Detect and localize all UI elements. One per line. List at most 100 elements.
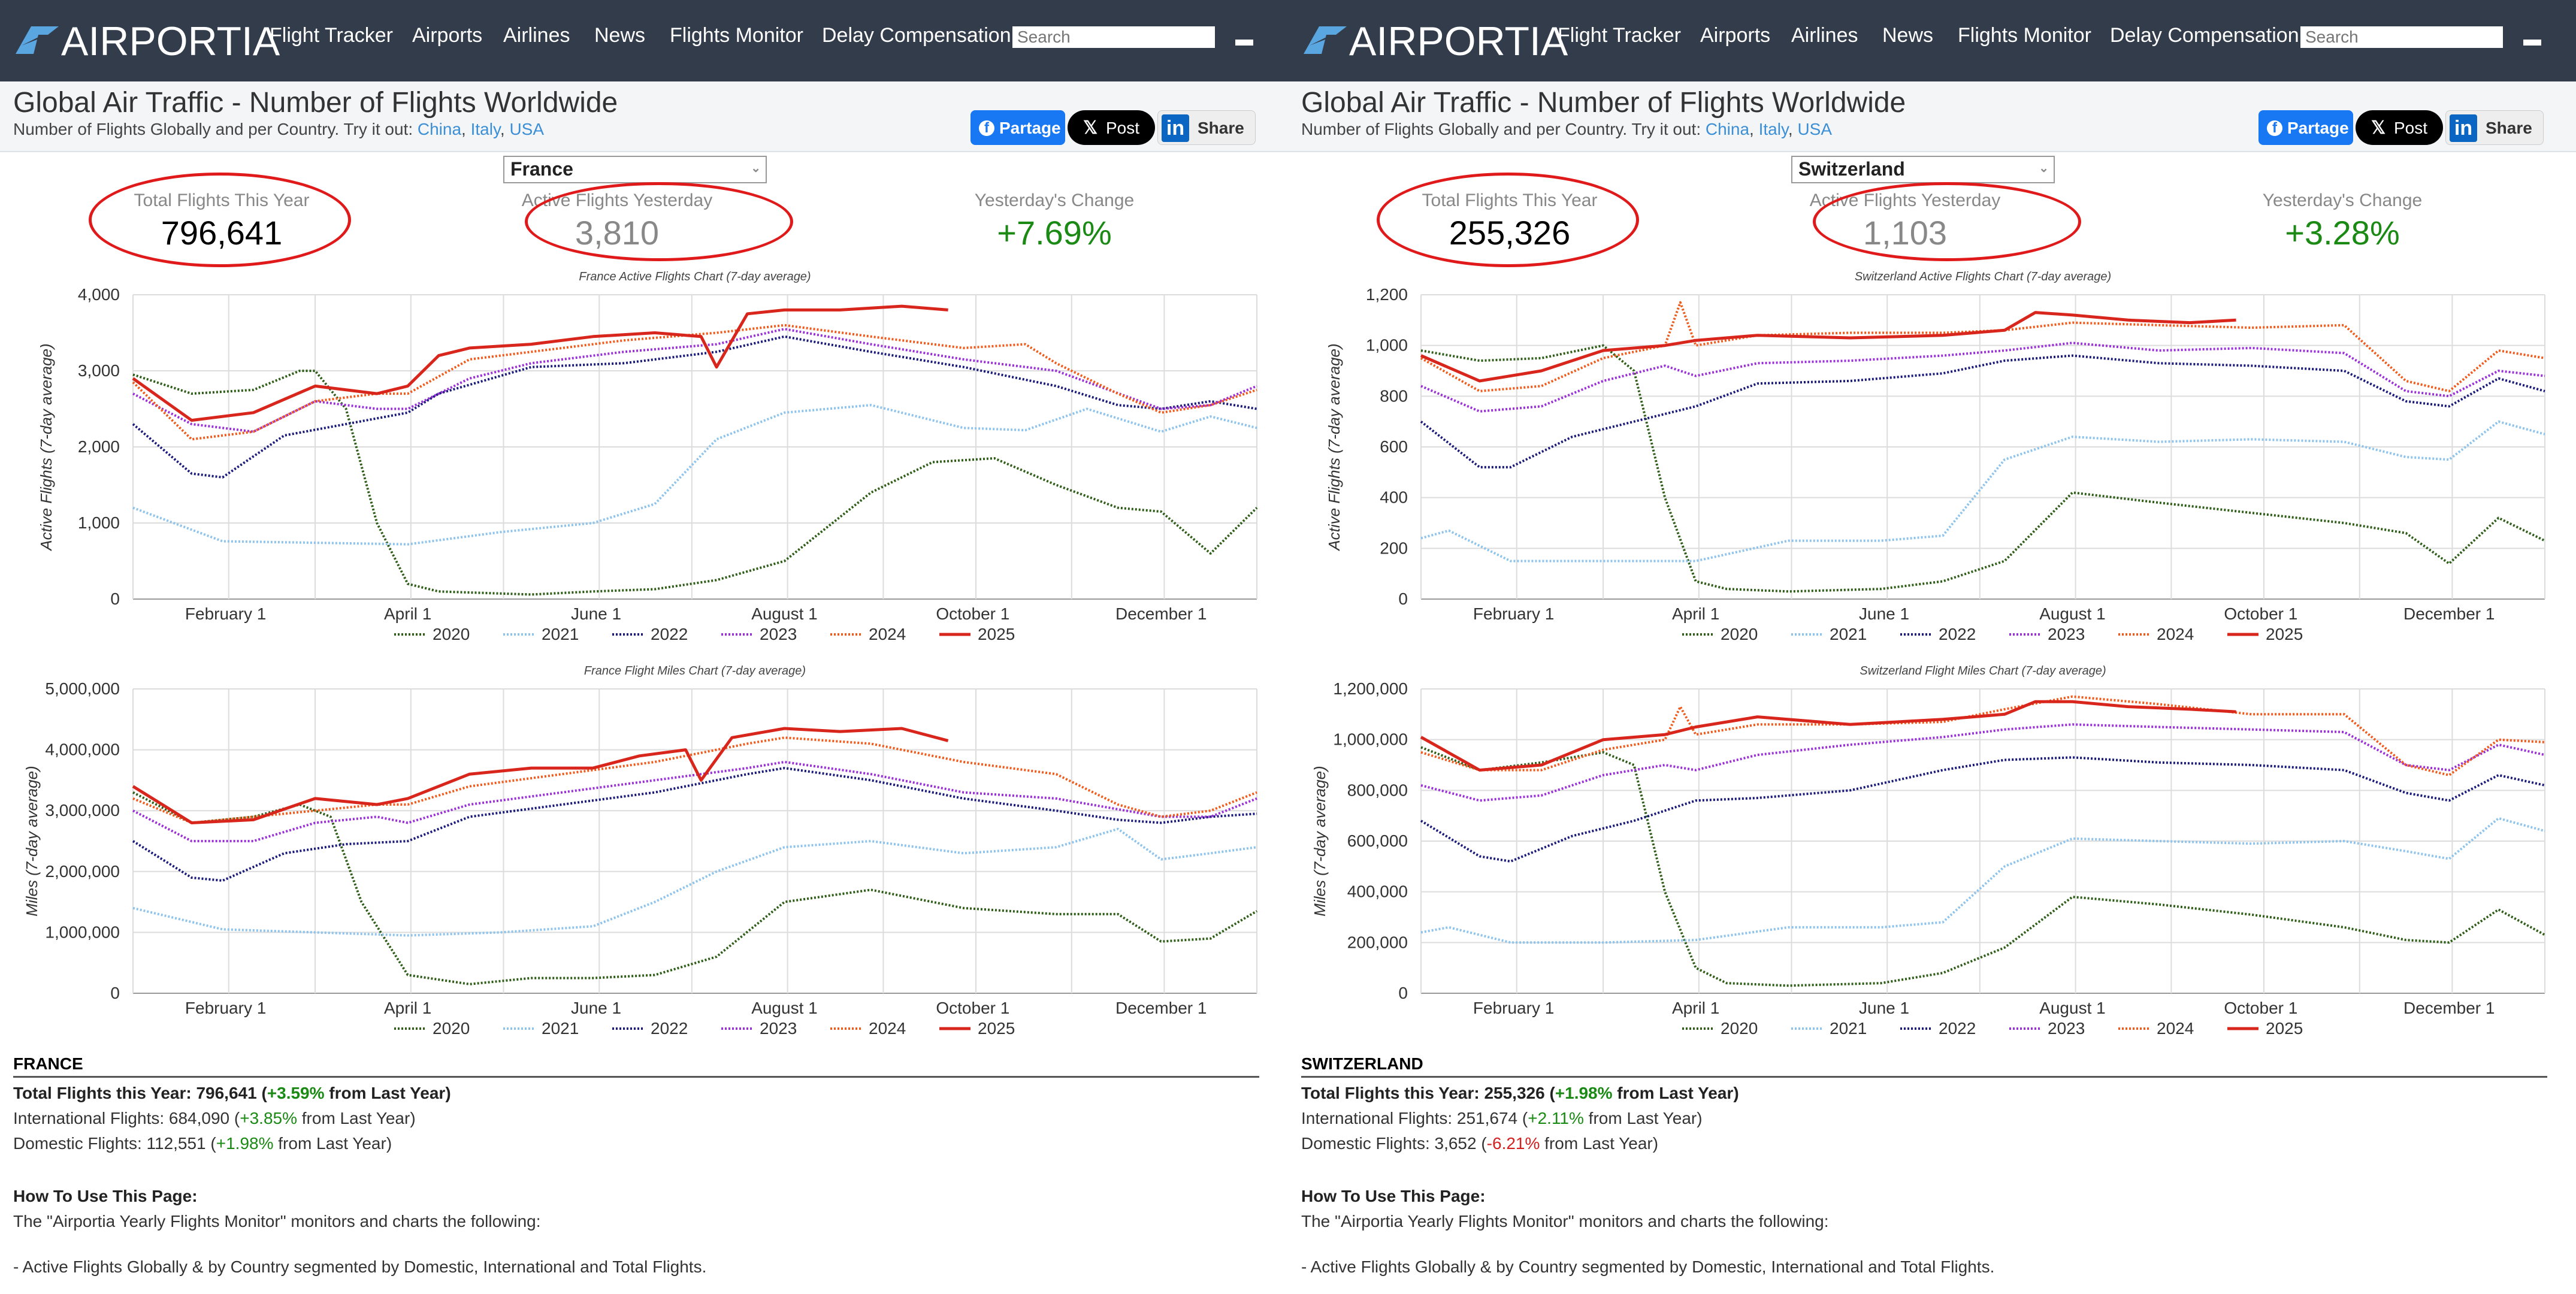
country-select-value: Switzerland xyxy=(1798,158,1905,180)
nav-airlines[interactable]: Airlines xyxy=(503,24,570,47)
nav-flights-monitor[interactable]: Flights Monitor xyxy=(1958,24,2091,47)
search-input[interactable] xyxy=(2300,26,2503,48)
chart-svg: Switzerland Active Flights Chart (7-day … xyxy=(1325,270,2545,643)
legend-label-2021[interactable]: 2021 xyxy=(542,1019,579,1038)
plane-logo-icon xyxy=(1304,26,1347,54)
title-bar: Global Air Traffic - Number of Flights W… xyxy=(1288,81,2576,152)
top-nav-bar: AIRPORTIA Flight Tracker Airports Airlin… xyxy=(1288,0,2576,81)
nav-delay-compensation[interactable]: Delay Compensation xyxy=(822,24,1011,47)
legend-label-2022[interactable]: 2022 xyxy=(1939,625,1976,643)
y-tick-label: 800,000 xyxy=(1347,781,1408,799)
x-tick-label: August 1 xyxy=(2039,999,2106,1017)
subtitle-text: Number of Flights Globally and per Count… xyxy=(13,120,413,138)
series-line-2024 xyxy=(1420,301,2545,392)
legend-label-2021[interactable]: 2021 xyxy=(1830,625,1867,643)
legend-label-2022[interactable]: 2022 xyxy=(1939,1019,1976,1038)
legend-label-2022[interactable]: 2022 xyxy=(651,625,688,643)
facebook-share-label: Partage xyxy=(2287,119,2349,137)
y-tick-label: 1,000 xyxy=(78,513,120,532)
legend-label-2024[interactable]: 2024 xyxy=(869,1019,906,1038)
country-summary: SWITZERLAND Total Flights this Year: 255… xyxy=(1301,1054,2547,1277)
search-button[interactable] xyxy=(2523,40,2541,46)
search-button[interactable] xyxy=(1235,40,1253,46)
legend-label-2020[interactable]: 2020 xyxy=(433,1019,470,1038)
x-post-button[interactable]: 𝕏 Post xyxy=(2356,110,2443,145)
legend-label-2023[interactable]: 2023 xyxy=(760,625,797,643)
country-heading: SWITZERLAND xyxy=(1301,1054,2547,1078)
nav-news[interactable]: News xyxy=(594,24,646,47)
facebook-share-button[interactable]: f Partage xyxy=(2258,110,2353,145)
legend-label-2025[interactable]: 2025 xyxy=(2266,625,2303,643)
search-input[interactable] xyxy=(1012,26,1215,48)
country-select[interactable]: France ⌄ xyxy=(503,156,767,183)
linkedin-share-button[interactable]: in Share xyxy=(2445,110,2544,145)
link-china[interactable]: China xyxy=(1705,120,1750,138)
legend-label-2021[interactable]: 2021 xyxy=(1830,1019,1867,1038)
link-italy[interactable]: Italy xyxy=(1758,120,1788,138)
series-line-2022 xyxy=(1420,354,2545,468)
legend-label-2020[interactable]: 2020 xyxy=(1721,625,1758,643)
legend-label-2023[interactable]: 2023 xyxy=(2048,625,2085,643)
x-tick-label: August 1 xyxy=(2039,604,2106,623)
domestic-flights-line: Domestic Flights: 3,652 (-6.21% from Las… xyxy=(1301,1134,1659,1153)
legend-label-2025[interactable]: 2025 xyxy=(2266,1019,2303,1038)
legend-label-2025[interactable]: 2025 xyxy=(978,625,1015,643)
legend-label-2024[interactable]: 2024 xyxy=(2157,625,2194,643)
chart-svg: France Active Flights Chart (7-day avera… xyxy=(37,270,1258,643)
legend-label-2024[interactable]: 2024 xyxy=(2157,1019,2194,1038)
nav-flight-tracker[interactable]: Flight Tracker xyxy=(270,24,393,47)
nav-flights-monitor[interactable]: Flights Monitor xyxy=(670,24,803,47)
series-line-2024 xyxy=(1420,695,2545,776)
x-tick-label: June 1 xyxy=(1859,604,1909,623)
y-tick-label: 0 xyxy=(110,589,120,608)
legend-label-2023[interactable]: 2023 xyxy=(2048,1019,2085,1038)
pane-france: AIRPORTIA Flight Tracker Airports Airlin… xyxy=(0,0,1288,1276)
link-usa[interactable]: USA xyxy=(509,120,545,138)
page-title: Global Air Traffic - Number of Flights W… xyxy=(13,87,618,119)
nav-airports[interactable]: Airports xyxy=(1700,24,1771,47)
linkedin-share-button[interactable]: in Share xyxy=(1157,110,1256,145)
legend-label-2025[interactable]: 2025 xyxy=(978,1019,1015,1038)
link-usa[interactable]: USA xyxy=(1797,120,1833,138)
x-tick-label: April 1 xyxy=(1672,604,1719,623)
y-tick-label: 0 xyxy=(1398,589,1408,608)
legend-label-2020[interactable]: 2020 xyxy=(1721,1019,1758,1038)
x-tick-label: April 1 xyxy=(384,604,431,623)
domestic-flights-line: Domestic Flights: 112,551 (+1.98% from L… xyxy=(13,1134,392,1153)
logo-text: AIRPORTIA xyxy=(61,19,280,64)
legend-label-2022[interactable]: 2022 xyxy=(651,1019,688,1038)
nav-flight-tracker[interactable]: Flight Tracker xyxy=(1558,24,1681,47)
country-select-value: France xyxy=(510,158,573,180)
linkedin-icon: in xyxy=(1162,114,1189,142)
nav-airports[interactable]: Airports xyxy=(412,24,483,47)
airportia-logo[interactable]: AIRPORTIA xyxy=(13,17,280,65)
x-tick-label: December 1 xyxy=(2403,604,2495,623)
facebook-share-button[interactable]: f Partage xyxy=(970,110,1065,145)
x-icon: 𝕏 xyxy=(2371,118,2386,138)
y-tick-label: 600,000 xyxy=(1347,832,1408,850)
nav-delay-compensation[interactable]: Delay Compensation xyxy=(2110,24,2299,47)
page-subtitle: Number of Flights Globally and per Count… xyxy=(13,120,545,138)
series-line-2020 xyxy=(132,791,1258,985)
nav-news[interactable]: News xyxy=(1882,24,1934,47)
airportia-logo[interactable]: AIRPORTIA xyxy=(1301,17,1568,65)
x-tick-label: February 1 xyxy=(185,604,266,623)
series-line-2025 xyxy=(132,727,949,824)
total-flights-line: Total Flights this Year: 255,326 (+1.98%… xyxy=(1301,1084,1739,1102)
link-italy[interactable]: Italy xyxy=(470,120,500,138)
series-line-2023 xyxy=(132,328,1257,433)
legend-label-2023[interactable]: 2023 xyxy=(760,1019,797,1038)
x-tick-label: October 1 xyxy=(2224,999,2297,1017)
y-tick-label: 200,000 xyxy=(1347,933,1408,951)
x-post-button[interactable]: 𝕏 Post xyxy=(1068,110,1155,145)
country-select[interactable]: Switzerland ⌄ xyxy=(1791,156,2055,183)
y-tick-label: 1,000,000 xyxy=(45,923,120,941)
legend-label-2020[interactable]: 2020 xyxy=(433,625,470,643)
international-flights-line: International Flights: 251,674 (+2.11% f… xyxy=(1301,1109,1703,1127)
link-china[interactable]: China xyxy=(417,120,462,138)
nav-airlines[interactable]: Airlines xyxy=(1791,24,1858,47)
legend-label-2021[interactable]: 2021 xyxy=(542,625,579,643)
x-tick-label: October 1 xyxy=(936,604,1009,623)
y-tick-label: 5,000,000 xyxy=(45,679,120,698)
legend-label-2024[interactable]: 2024 xyxy=(869,625,906,643)
